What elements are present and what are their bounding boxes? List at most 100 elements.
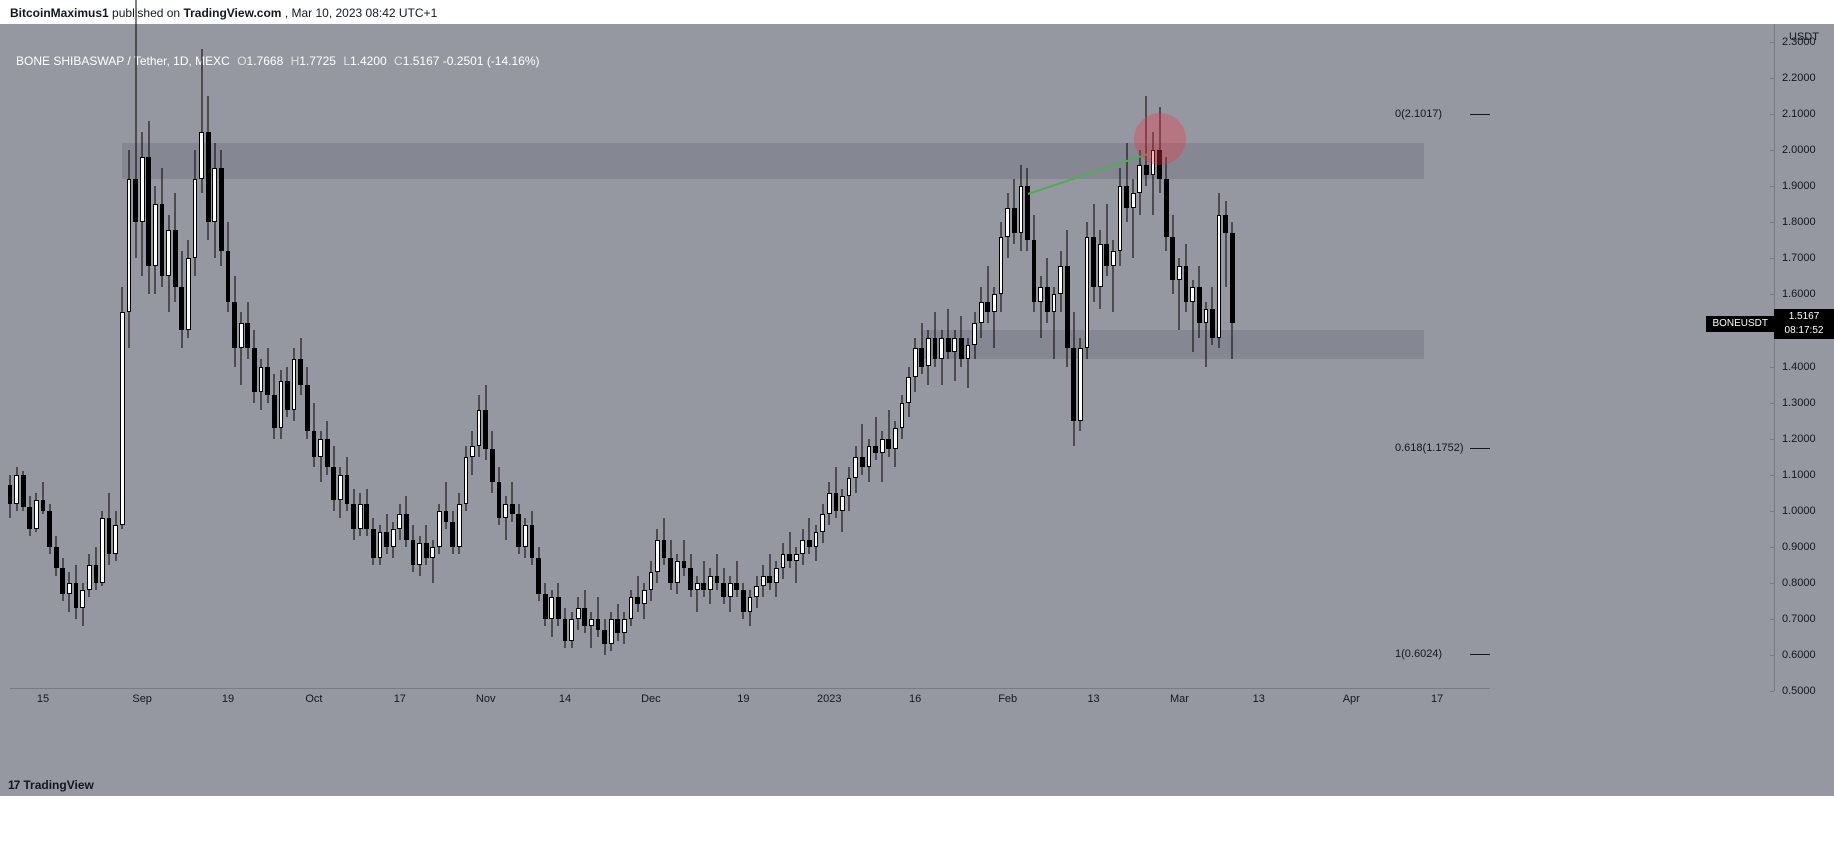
candle <box>107 24 112 691</box>
candle <box>245 24 250 691</box>
candle <box>490 24 495 691</box>
candle <box>946 24 951 691</box>
candle <box>94 24 99 691</box>
x-tick: 14 <box>559 693 571 705</box>
x-tick: Sep <box>132 693 152 705</box>
chart-region[interactable]: BONE SHIBASWAP / Tether, 1D, MEXC O1.766… <box>0 24 1834 796</box>
candle <box>536 24 541 691</box>
candle <box>351 24 356 691</box>
candle <box>1019 24 1024 691</box>
publish-timestamp: Mar 10, 2023 08:42 UTC+1 <box>291 6 437 20</box>
candle <box>523 24 528 691</box>
x-tick: 15 <box>37 693 49 705</box>
candle <box>450 24 455 691</box>
candle <box>655 24 660 691</box>
candle <box>1204 24 1209 691</box>
candle <box>153 24 158 691</box>
candle <box>279 24 284 691</box>
x-tick: 13 <box>1253 693 1265 705</box>
candle <box>87 24 92 691</box>
candle <box>708 24 713 691</box>
candle <box>814 24 819 691</box>
candle <box>179 24 184 691</box>
candle <box>761 24 766 691</box>
candle <box>1104 24 1109 691</box>
candle <box>999 24 1004 691</box>
x-tick: 17 <box>394 693 406 705</box>
time-axis[interactable]: 15Sep19Oct17Nov14Dec19202316Feb13Mar13Ap… <box>10 688 1490 712</box>
candle <box>715 24 720 691</box>
candle <box>338 24 343 691</box>
x-tick: 17 <box>1431 693 1443 705</box>
candle <box>318 24 323 691</box>
candle <box>721 24 726 691</box>
platform-name: TradingView.com <box>183 6 281 20</box>
candle <box>265 24 270 691</box>
candle <box>569 24 574 691</box>
candle <box>80 24 85 691</box>
candle <box>1217 24 1222 691</box>
candle <box>985 24 990 691</box>
candle <box>364 24 369 691</box>
candle <box>146 24 151 691</box>
candle <box>193 24 198 691</box>
candle <box>292 24 297 691</box>
tradingview-watermark: 17TradingView <box>8 778 94 792</box>
candle <box>622 24 627 691</box>
fib-label: 0.618(1.1752) <box>1395 442 1464 454</box>
price-axis[interactable]: USDT 2.30002.20002.10002.00001.90001.800… <box>1774 24 1834 691</box>
candle <box>133 24 138 691</box>
x-tick: 16 <box>909 693 921 705</box>
candle <box>1223 24 1228 691</box>
candle <box>34 24 39 691</box>
candle <box>834 24 839 691</box>
y-tick: 1.1000 <box>1774 469 1834 481</box>
candle <box>47 24 52 691</box>
candle <box>688 24 693 691</box>
highlight-circle <box>1134 113 1186 165</box>
fib-line <box>1470 114 1490 115</box>
candle <box>582 24 587 691</box>
candle <box>1190 24 1195 691</box>
x-tick: Oct <box>305 693 322 705</box>
fib-line <box>1470 654 1490 655</box>
x-tick: 2023 <box>817 693 841 705</box>
y-tick: 0.8000 <box>1774 577 1834 589</box>
y-tick: 1.4000 <box>1774 361 1834 373</box>
candle <box>992 24 997 691</box>
candle <box>113 24 118 691</box>
candle <box>8 24 13 691</box>
candle <box>668 24 673 691</box>
plot-area[interactable]: 0(2.1017)0.618(1.1752)1(0.6024) <box>10 24 1490 691</box>
candle <box>959 24 964 691</box>
candle <box>391 24 396 691</box>
y-tick: 1.9000 <box>1774 180 1834 192</box>
candle <box>767 24 772 691</box>
candle <box>1085 24 1090 691</box>
candle <box>516 24 521 691</box>
y-tick: 1.3000 <box>1774 397 1834 409</box>
candle <box>27 24 32 691</box>
candle <box>457 24 462 691</box>
price-flag-symbol: BONEUSDT <box>1706 316 1774 332</box>
candle <box>331 24 336 691</box>
candle <box>860 24 865 691</box>
candle <box>609 24 614 691</box>
candle <box>840 24 845 691</box>
candle <box>1025 24 1030 691</box>
y-tick: 1.0000 <box>1774 505 1834 517</box>
fib-label: 1(0.6024) <box>1395 648 1442 660</box>
candle <box>820 24 825 691</box>
x-tick: Dec <box>641 693 661 705</box>
candle <box>728 24 733 691</box>
candle <box>199 24 204 691</box>
candle <box>1131 24 1136 691</box>
candle <box>497 24 502 691</box>
candle <box>464 24 469 691</box>
candle <box>1078 24 1083 691</box>
candle <box>470 24 475 691</box>
candle <box>900 24 905 691</box>
candle <box>1032 24 1037 691</box>
candle <box>787 24 792 691</box>
candle <box>345 24 350 691</box>
